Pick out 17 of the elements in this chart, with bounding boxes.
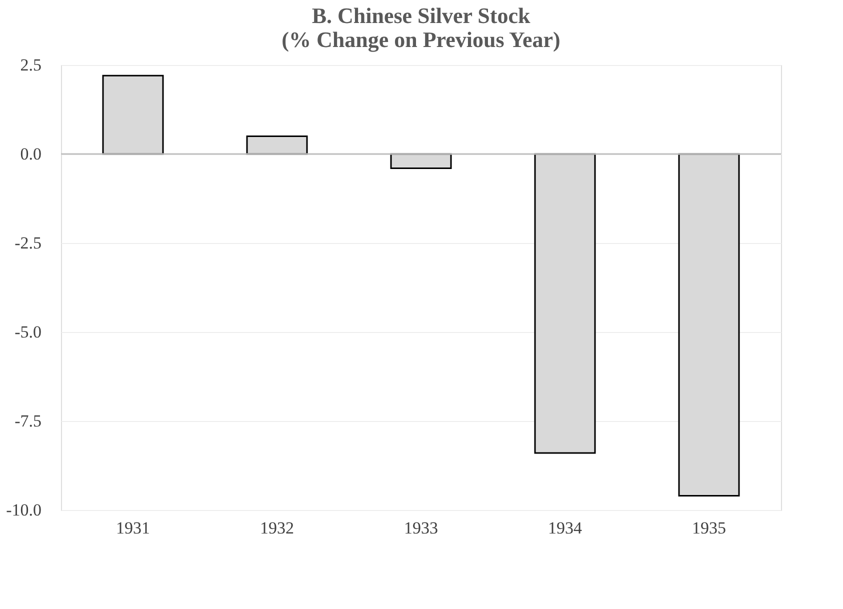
- bar: [678, 153, 740, 497]
- x-tick-label: 1934: [548, 518, 582, 538]
- x-tick-label: 1931: [116, 518, 150, 538]
- bar: [246, 135, 308, 155]
- text: B. Chinese Silver Stock: [312, 3, 530, 28]
- y-tick-label: 0.0: [20, 144, 42, 164]
- bar: [534, 153, 596, 454]
- text: (% Change on Previous Year): [282, 27, 560, 52]
- y-tick-label: -7.5: [14, 412, 42, 430]
- x-tick-label: 1932: [260, 518, 294, 538]
- y-tick-label: -10.0: [6, 500, 42, 520]
- x-tick-label: 1933: [404, 518, 438, 538]
- y-tick-label: -2.5: [14, 234, 42, 252]
- y-tick-label: 2.5: [20, 56, 42, 74]
- x-tick-label: 1935: [692, 518, 726, 538]
- y-tick-label: -5.0: [14, 322, 42, 342]
- bar: [102, 74, 164, 155]
